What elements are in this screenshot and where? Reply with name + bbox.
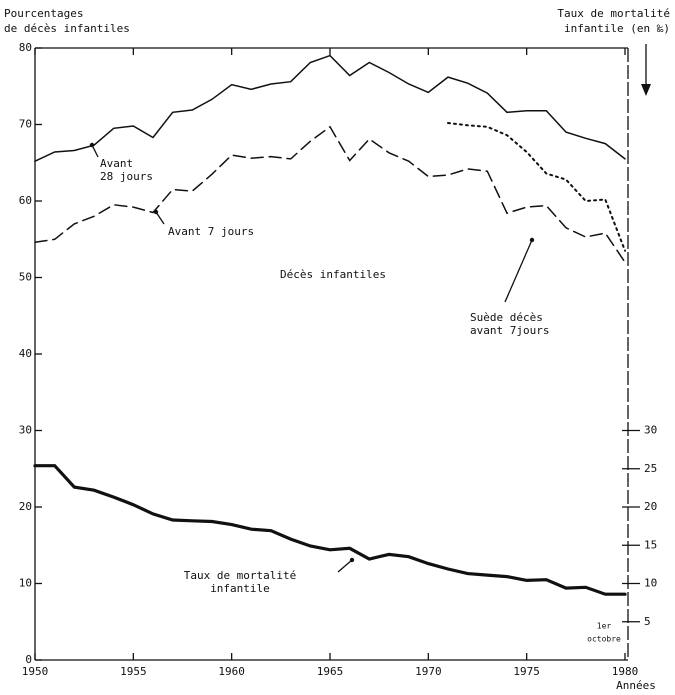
annotation: infantile <box>210 582 270 595</box>
series-line <box>33 464 627 596</box>
annotation-arrow-head <box>529 237 535 243</box>
series-line <box>34 125 626 263</box>
y-tick-label: 40 <box>19 347 32 360</box>
annotation: Suède décès <box>470 311 543 324</box>
annotation-arrow-head <box>153 209 159 215</box>
series-line <box>34 54 626 162</box>
y2-tick-label: 25 <box>644 462 657 475</box>
y-tick-label: 50 <box>19 271 32 284</box>
y-axis-title: Pourcentages <box>4 7 83 20</box>
y2-tick-label: 10 <box>644 577 657 590</box>
x-tick-label: 1970 <box>415 665 442 678</box>
annotation: Avant <box>100 157 133 170</box>
arrow-head <box>641 84 651 96</box>
y-tick-label: 60 <box>19 194 32 207</box>
y-tick-label: 20 <box>19 500 32 513</box>
annotation-arrow-head <box>349 557 355 563</box>
y-tick-label: 70 <box>19 118 32 131</box>
annotation-arrow <box>337 559 353 573</box>
annotation: 28 jours <box>100 170 153 183</box>
x-tick-label: 1975 <box>513 665 540 678</box>
y-tick-label: 30 <box>19 424 32 437</box>
annotation-arrow-head <box>89 142 95 148</box>
annotation-arrow <box>91 144 99 158</box>
y-tick-label: 80 <box>19 41 32 54</box>
y2-axis-title: infantile (en ‰) <box>564 22 670 35</box>
y-tick-label: 0 <box>25 653 32 666</box>
y2-axis-title: Taux de mortalité <box>557 7 670 20</box>
annotation: Décès infantiles <box>280 268 386 281</box>
x-tick-label: 1955 <box>120 665 147 678</box>
y-tick-label: 10 <box>19 577 32 590</box>
y2-tick-label: 20 <box>644 500 657 513</box>
y2-tick-label: 5 <box>644 615 651 628</box>
series-line <box>447 122 626 252</box>
x-axis-title: Années <box>616 679 656 692</box>
annotation: Avant 7 jours <box>168 225 254 238</box>
x-tick-label: 1950 <box>22 665 49 678</box>
annotation: octobre <box>587 635 621 644</box>
y2-tick-label: 30 <box>644 424 657 437</box>
x-tick-label: 1960 <box>218 665 245 678</box>
annotation: Taux de mortalité <box>184 569 297 582</box>
x-tick-label: 1980 <box>612 665 639 678</box>
annotation-arrow <box>155 211 165 225</box>
annotation-arrow <box>504 239 533 303</box>
y2-tick-label: 15 <box>644 538 657 551</box>
x-tick-label: 1965 <box>317 665 344 678</box>
y-axis-title: de décès infantiles <box>4 22 130 35</box>
annotation: avant 7jours <box>470 324 549 337</box>
annotation: 1er <box>597 622 612 631</box>
